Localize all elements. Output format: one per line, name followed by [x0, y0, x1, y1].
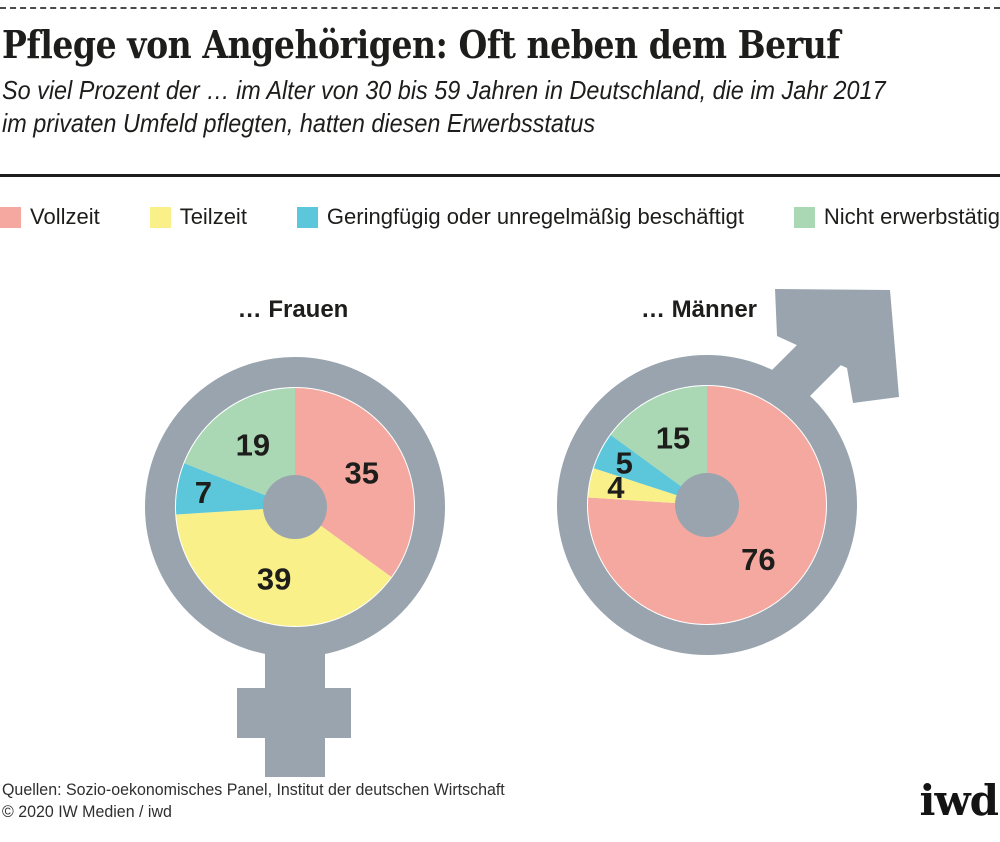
copyright-line: © 2020 IW Medien / iwd: [2, 802, 172, 821]
value-label-male-1: 4: [607, 470, 625, 505]
legend-item-vollzeit: Vollzeit: [0, 205, 100, 229]
iwd-logo: iwd: [919, 776, 999, 825]
legend-label-geringfuegig: Geringfügig oder unregelmäßig beschäftig…: [326, 204, 744, 229]
symbol-pie-male: 76 45 15: [557, 289, 899, 655]
legend-swatch-nicht-erwerbstaetig: [793, 206, 815, 228]
legend-label-teilzeit: Teilzeit: [179, 204, 247, 229]
legend-swatch-teilzeit: [149, 206, 171, 228]
value-label-male-2: 5: [616, 445, 633, 480]
slice-female-1: [176, 507, 392, 627]
value-label-female-3: 19: [236, 427, 270, 462]
symbol-pie-female: 35 39 7 19: [145, 357, 445, 777]
slice-female-0: [295, 388, 414, 577]
legend-item-nicht-erwerbstaetig: Nicht erwerbstätig: [793, 204, 1000, 229]
separator-line: [0, 174, 1000, 177]
page-title: Pflege von Angehörigen: Oft neben dem Be…: [2, 22, 965, 68]
chart-title-frauen: … Frauen: [237, 296, 349, 323]
chart-title-maenner: … Männer: [640, 296, 757, 323]
footer-sources: Quellen: Sozio-oekonomisches Panel, Inst…: [2, 779, 505, 823]
legend-item-teilzeit: Teilzeit: [149, 204, 247, 229]
female-symbol-crossbar: [237, 688, 351, 738]
slice-male-3: [610, 386, 707, 505]
page-title-text: Pflege von Angehörigen: Oft neben dem Be…: [2, 22, 841, 67]
value-label-female-0: 35: [345, 455, 379, 490]
male-symbol-ring: [557, 355, 857, 655]
slice-male-2: [593, 435, 707, 505]
female-pie-center-hole: [263, 475, 327, 539]
subtitle-line-1: So viel Prozent der … im Alter von 30 bi…: [2, 75, 886, 105]
legend-label-nicht-erwerbstaetig: Nicht erwerbstätig: [823, 204, 1000, 229]
value-label-female-2: 7: [195, 475, 212, 510]
top-dashed-rule: [0, 7, 1000, 9]
legend-label-vollzeit: Vollzeit: [30, 204, 100, 229]
value-label-male-3: 15: [656, 421, 690, 456]
legend-swatch-vollzeit: [0, 206, 21, 228]
subtitle: So viel Prozent der … im Alter von 30 bi…: [2, 74, 984, 140]
legend-swatch-geringfuegig: [296, 206, 318, 228]
sources-line: Quellen: Sozio-oekonomisches Panel, Inst…: [2, 780, 505, 799]
value-label-female-1: 39: [257, 561, 291, 596]
value-label-male-0: 76: [741, 542, 775, 577]
male-pie-center-hole: [675, 473, 739, 537]
legend-item-geringfuegig: Geringfügig oder unregelmäßig beschäftig…: [296, 204, 744, 229]
slice-female-3: [184, 388, 295, 507]
subtitle-line-2: im privaten Umfeld pflegten, hatten dies…: [2, 108, 596, 138]
male-symbol-arrow-head: [775, 289, 899, 403]
legend: Vollzeit Teilzeit Geringfügig oder unreg…: [0, 205, 1000, 229]
